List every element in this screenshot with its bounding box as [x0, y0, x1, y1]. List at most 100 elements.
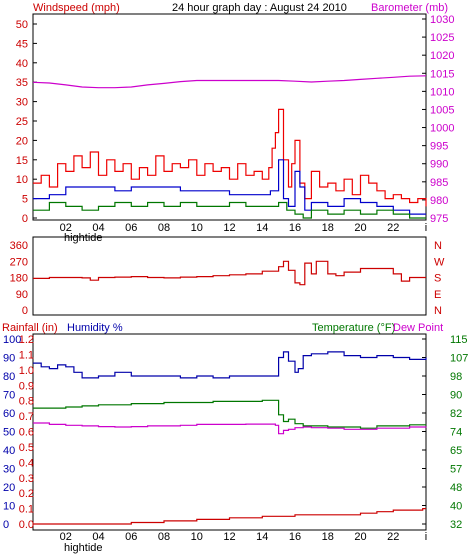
barometer-tick-label: 990	[430, 159, 448, 171]
temperature-tick-label: 40	[450, 501, 462, 513]
barometer-tick-label: 1025	[430, 32, 454, 44]
rainfall-tick-label: 1.1	[19, 349, 34, 361]
wind-x-tick-label: 04	[92, 222, 104, 234]
temperature-tick-label: 74	[450, 427, 462, 439]
barometer-tick-label: 985	[430, 177, 448, 189]
temp-x-tick-label: 10	[191, 531, 203, 543]
wind-low-line	[33, 201, 426, 219]
wind-x-tick-label: 14	[256, 222, 268, 234]
temperature-tick-label: 48	[450, 482, 462, 494]
direction-tick-label: 90	[16, 289, 28, 301]
temp-panel-frame	[32, 333, 427, 531]
barometer-tick-label: 1030	[430, 14, 454, 26]
wind-x-tick-label: 10	[191, 222, 203, 234]
temp-x-tick-label: 22	[387, 531, 399, 543]
wind-tick-label: 35	[16, 77, 28, 89]
temp-x-tick-label: 14	[256, 531, 268, 543]
temperature-tick-label: 65	[450, 445, 462, 457]
wind-x-tick-label: 12	[223, 222, 235, 234]
humidity-tick-label: 30	[3, 464, 15, 476]
wind-tick-label: 20	[16, 135, 28, 147]
barometer-line	[32, 75, 427, 89]
temperature-tick-label: 115	[450, 334, 468, 346]
temp-x-tick-label: 20	[354, 531, 366, 543]
humidity-tick-label: 50	[3, 427, 15, 439]
wind-avg-line	[33, 159, 426, 215]
compass-tick-label: W	[434, 256, 445, 268]
temperature-tick-label: 90	[450, 390, 462, 402]
direction-tick-label: 0	[22, 305, 28, 317]
wind-tick-label: 10	[16, 174, 28, 186]
temperature-tick-label: 107	[450, 353, 468, 365]
barometer-tick-label: 1010	[430, 86, 454, 98]
direction-tick-label: 180	[10, 273, 28, 285]
wind-x-tick-label: i	[425, 222, 427, 234]
rainfall-tick-label: 0.2	[19, 488, 34, 500]
rainfall-tick-label: 0.9	[19, 380, 34, 392]
temp-x-tick-label: 08	[158, 531, 170, 543]
windspeed-axis-title: Windspeed (mph)	[33, 2, 120, 14]
hightide-label: hightide	[64, 542, 103, 554]
wind-tick-label: 0	[22, 213, 28, 225]
wind-x-tick-label: 18	[322, 222, 334, 234]
humidity-tick-label: 40	[3, 445, 15, 457]
wind-panel-frame	[32, 13, 427, 221]
rainfall-tick-label: 0.3	[19, 473, 34, 485]
compass-tick-label: N	[434, 240, 442, 252]
barometer-tick-label: 1005	[430, 104, 454, 116]
humidity-tick-label: 90	[3, 353, 15, 365]
dew-point-axis-title: Dew Point	[393, 322, 443, 334]
humidity-tick-label: 0	[3, 519, 9, 531]
rainfall-tick-label: 0.8	[19, 396, 34, 408]
temp-x-tick-label: 02	[60, 531, 72, 543]
humidity-tick-label: 100	[3, 334, 21, 346]
temperature-tick-label: 82	[450, 408, 462, 420]
wind-gust-line	[33, 108, 427, 207]
rainfall-tick-label: 0.0	[19, 519, 34, 531]
humidity-line	[33, 351, 427, 379]
humidity-tick-label: 10	[3, 501, 15, 513]
hightide-label: hightide	[64, 232, 103, 244]
temp-x-tick-label: 12	[223, 531, 235, 543]
temp-x-tick-label: 06	[125, 531, 137, 543]
temperature-tick-label: 57	[450, 464, 462, 476]
compass-tick-label: N	[434, 305, 442, 317]
direction-tick-label: 270	[10, 256, 28, 268]
wind-tick-label: 30	[16, 97, 28, 109]
barometer-tick-label: 995	[430, 141, 448, 153]
wind-tick-label: 40	[16, 58, 28, 70]
temperature-axis-title: Temperature (°F)	[312, 322, 395, 334]
rainfall-tick-label: 1.0	[19, 365, 34, 377]
wind-tick-label: 45	[16, 38, 28, 50]
compass-tick-label: S	[434, 273, 441, 285]
temperature-line	[33, 399, 426, 429]
temp-x-tick-label: i	[425, 531, 427, 543]
wind-tick-label: 15	[16, 155, 28, 167]
rainfall-axis-title: Rainfall (in)	[2, 322, 58, 334]
wind-x-tick-label: 22	[387, 222, 399, 234]
barometer-tick-label: 1000	[430, 123, 454, 135]
barometer-axis-title: Barometer (mb)	[371, 2, 448, 14]
wind-tick-label: 50	[16, 19, 28, 31]
temp-x-tick-label: 04	[92, 531, 104, 543]
humidity-tick-label: 60	[3, 408, 15, 420]
wind-direction-line	[33, 260, 426, 286]
humidity-tick-label: 20	[3, 482, 15, 494]
barometer-tick-label: 980	[430, 195, 448, 207]
humidity-tick-label: 70	[3, 390, 15, 402]
rainfall-tick-label: 0.4	[19, 457, 34, 469]
rainfall-line	[33, 508, 426, 525]
wind-x-tick-label: 20	[354, 222, 366, 234]
temp-x-tick-label: 18	[322, 531, 334, 543]
barometer-tick-label: 975	[430, 213, 448, 225]
direction-tick-label: 360	[10, 240, 28, 252]
wind-tick-label: 25	[16, 116, 28, 128]
rainfall-tick-label: 0.5	[19, 442, 34, 454]
dew-point-line	[33, 422, 427, 435]
wind-x-tick-label: 06	[125, 222, 137, 234]
rainfall-tick-label: 0.7	[19, 411, 34, 423]
wind-x-tick-label: 16	[289, 222, 301, 234]
barometer-tick-label: 1020	[430, 50, 454, 62]
graph-title: 24 hour graph day : August 24 2010	[172, 2, 347, 14]
wind-x-tick-label: 08	[158, 222, 170, 234]
